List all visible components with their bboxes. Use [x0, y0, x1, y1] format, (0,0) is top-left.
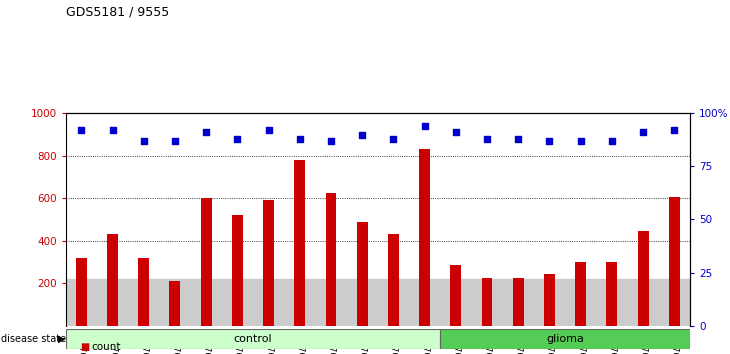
Point — [669, 127, 680, 133]
Bar — [388, 234, 399, 326]
Bar — [315, 279, 347, 326]
Point — [575, 138, 586, 144]
Point — [200, 130, 212, 135]
Point — [138, 138, 150, 144]
Point — [388, 136, 399, 142]
Text: GDS5181 / 9555: GDS5181 / 9555 — [66, 5, 169, 18]
Bar — [66, 329, 440, 349]
Text: ■: ■ — [80, 342, 90, 352]
Text: count: count — [91, 342, 120, 352]
Text: control: control — [234, 334, 272, 344]
Point — [325, 138, 337, 144]
Bar — [512, 278, 523, 326]
Bar — [294, 160, 305, 326]
Bar — [253, 279, 284, 326]
Bar — [232, 215, 243, 326]
Bar — [440, 279, 472, 326]
Point — [419, 123, 431, 129]
Bar — [357, 222, 368, 326]
Bar — [472, 279, 502, 326]
Bar — [201, 198, 212, 326]
Point — [294, 136, 306, 142]
Bar — [658, 279, 690, 326]
Bar — [409, 279, 440, 326]
Bar — [534, 279, 565, 326]
Point — [606, 138, 618, 144]
Point — [75, 127, 87, 133]
Bar — [482, 278, 493, 326]
Point — [450, 130, 461, 135]
Point — [263, 127, 274, 133]
Point — [481, 136, 493, 142]
Point — [231, 136, 243, 142]
Bar — [222, 279, 253, 326]
Point — [637, 130, 649, 135]
Text: ▶: ▶ — [58, 334, 65, 344]
Bar — [263, 200, 274, 326]
Bar — [138, 258, 149, 326]
Text: glioma: glioma — [546, 334, 584, 344]
Point — [356, 132, 368, 137]
Point — [544, 138, 556, 144]
Bar — [97, 279, 128, 326]
Bar — [596, 279, 627, 326]
Bar — [191, 279, 222, 326]
Bar — [450, 265, 461, 326]
Bar — [419, 149, 430, 326]
Text: disease state: disease state — [1, 334, 66, 344]
Bar — [669, 197, 680, 326]
Bar — [544, 274, 555, 326]
Bar — [159, 279, 191, 326]
Bar — [107, 234, 118, 326]
Bar — [347, 279, 378, 326]
Bar — [128, 279, 159, 326]
Point — [512, 136, 524, 142]
Bar — [66, 279, 97, 326]
Bar — [378, 279, 409, 326]
Bar — [326, 193, 337, 326]
Bar — [169, 281, 180, 326]
Point — [107, 127, 118, 133]
Bar — [607, 262, 618, 326]
Bar — [565, 279, 596, 326]
Bar — [627, 279, 658, 326]
Bar — [575, 262, 586, 326]
Bar — [502, 279, 534, 326]
Bar — [440, 329, 690, 349]
Point — [169, 138, 181, 144]
Bar — [637, 231, 648, 326]
Bar — [76, 258, 87, 326]
Bar — [284, 279, 315, 326]
